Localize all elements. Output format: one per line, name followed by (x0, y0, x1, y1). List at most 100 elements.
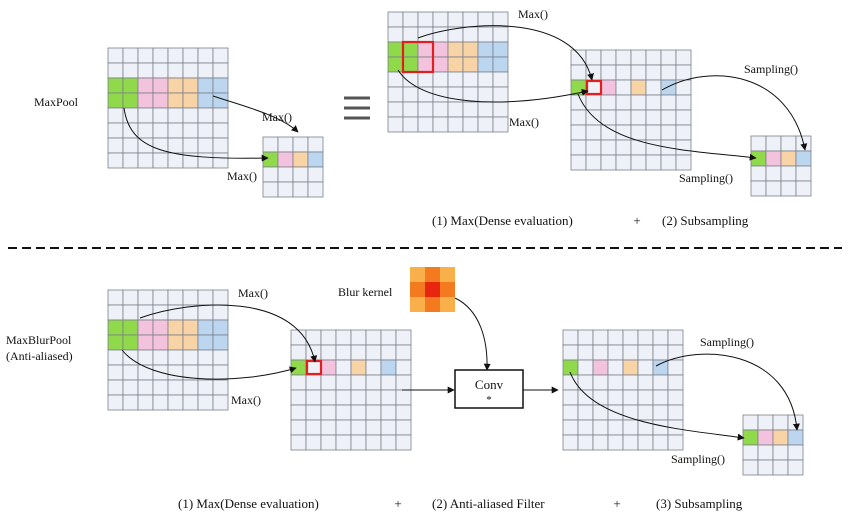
grid-cell (615, 154, 632, 171)
grid-cell (107, 107, 124, 124)
grid-cell (122, 137, 139, 154)
grid-cell (212, 319, 229, 336)
grid-cell (167, 92, 184, 109)
grid-cell (592, 359, 609, 376)
grid-cell (462, 56, 479, 73)
grid-cell (395, 404, 412, 421)
grid-cell (262, 151, 279, 168)
grid-cell (167, 47, 184, 64)
grid-cell (607, 419, 624, 436)
arrow-icon (577, 93, 757, 161)
grid-cell (122, 47, 139, 64)
grid-cell (107, 62, 124, 79)
grid-cell (182, 379, 199, 396)
grid-cell (197, 394, 214, 411)
grid-cell (585, 109, 602, 126)
max-op-label: Max() (518, 7, 548, 21)
grid-cell (152, 319, 169, 336)
grid-cell (122, 394, 139, 411)
grid-cell (350, 389, 367, 406)
sampling-op-label: Sampling() (679, 171, 733, 185)
grid-cell (630, 154, 647, 171)
grid-cell (577, 374, 594, 391)
grid-cell (492, 56, 509, 73)
grid-cell (675, 94, 692, 111)
grid-cell (395, 359, 412, 376)
grid-cell (197, 62, 214, 79)
grid-cell (742, 459, 759, 476)
grid-cell (675, 154, 692, 171)
grid-cell (772, 414, 789, 431)
grid-cell (365, 434, 382, 451)
grid-cell (107, 334, 124, 351)
grid-cell (182, 92, 199, 109)
grid-cell (122, 334, 139, 351)
grid-cell (197, 319, 214, 336)
grid-cell (387, 116, 404, 133)
grid-cell (182, 394, 199, 411)
grid-cell (320, 359, 337, 376)
grid-cell (365, 329, 382, 346)
conv-box (454, 369, 524, 409)
grid-cell (335, 329, 352, 346)
grid-cell (462, 71, 479, 88)
grid-cell (757, 429, 774, 446)
grid-cell (615, 79, 632, 96)
grid-cell (652, 404, 669, 421)
grid-cell (402, 116, 419, 133)
grid-cell (350, 419, 367, 436)
caption-step: (1) Max(Dense evaluation) (432, 213, 573, 228)
grid-cell (750, 150, 767, 167)
grid-cell (380, 404, 397, 421)
conv-label: Conv (475, 377, 504, 392)
grid-cell (462, 41, 479, 58)
grid-cell (570, 94, 587, 111)
grid-cell (380, 434, 397, 451)
blur-kernel-icon (410, 267, 455, 312)
grid-cell (262, 166, 279, 183)
grid-cell (637, 404, 654, 421)
grid-cell (787, 444, 804, 461)
grid-cell (197, 364, 214, 381)
grid-cell (307, 166, 324, 183)
grid-cell (277, 181, 294, 198)
grid-cell (290, 374, 307, 391)
grid-cell (562, 329, 579, 346)
arrow-icon (454, 297, 491, 371)
grid-cell (335, 434, 352, 451)
grid-cell (212, 364, 229, 381)
grid-cell (462, 11, 479, 28)
grid-cell (570, 64, 587, 81)
grid-cell (197, 289, 214, 306)
grid-cell (197, 334, 214, 351)
grid-cell (750, 180, 767, 197)
grid-cell (652, 374, 669, 391)
arrow-icon (655, 353, 800, 431)
grid-cell (152, 122, 169, 139)
grid-cell (675, 124, 692, 141)
grid-cell (167, 394, 184, 411)
grid-cell (335, 359, 352, 376)
grid-cell (277, 151, 294, 168)
subsampled-grid (750, 135, 812, 197)
grid-cell (417, 56, 434, 73)
grid-cell (592, 344, 609, 361)
grid-cell (197, 349, 214, 366)
caption-plus: + (394, 496, 401, 511)
grid-cell (212, 47, 229, 64)
grid-cell (380, 374, 397, 391)
grid-cell (292, 181, 309, 198)
grid-cell (592, 389, 609, 406)
grid-cell (335, 419, 352, 436)
grid-cell (212, 334, 229, 351)
grid-cell (757, 459, 774, 476)
grid-cell (152, 47, 169, 64)
grid-cell (432, 116, 449, 133)
kernel-cell (425, 267, 440, 282)
grid-cell (290, 344, 307, 361)
output-grid-maxpool (262, 136, 324, 198)
grid-cell (305, 404, 322, 421)
grid-cell (212, 304, 229, 321)
grid-cell (212, 289, 229, 306)
